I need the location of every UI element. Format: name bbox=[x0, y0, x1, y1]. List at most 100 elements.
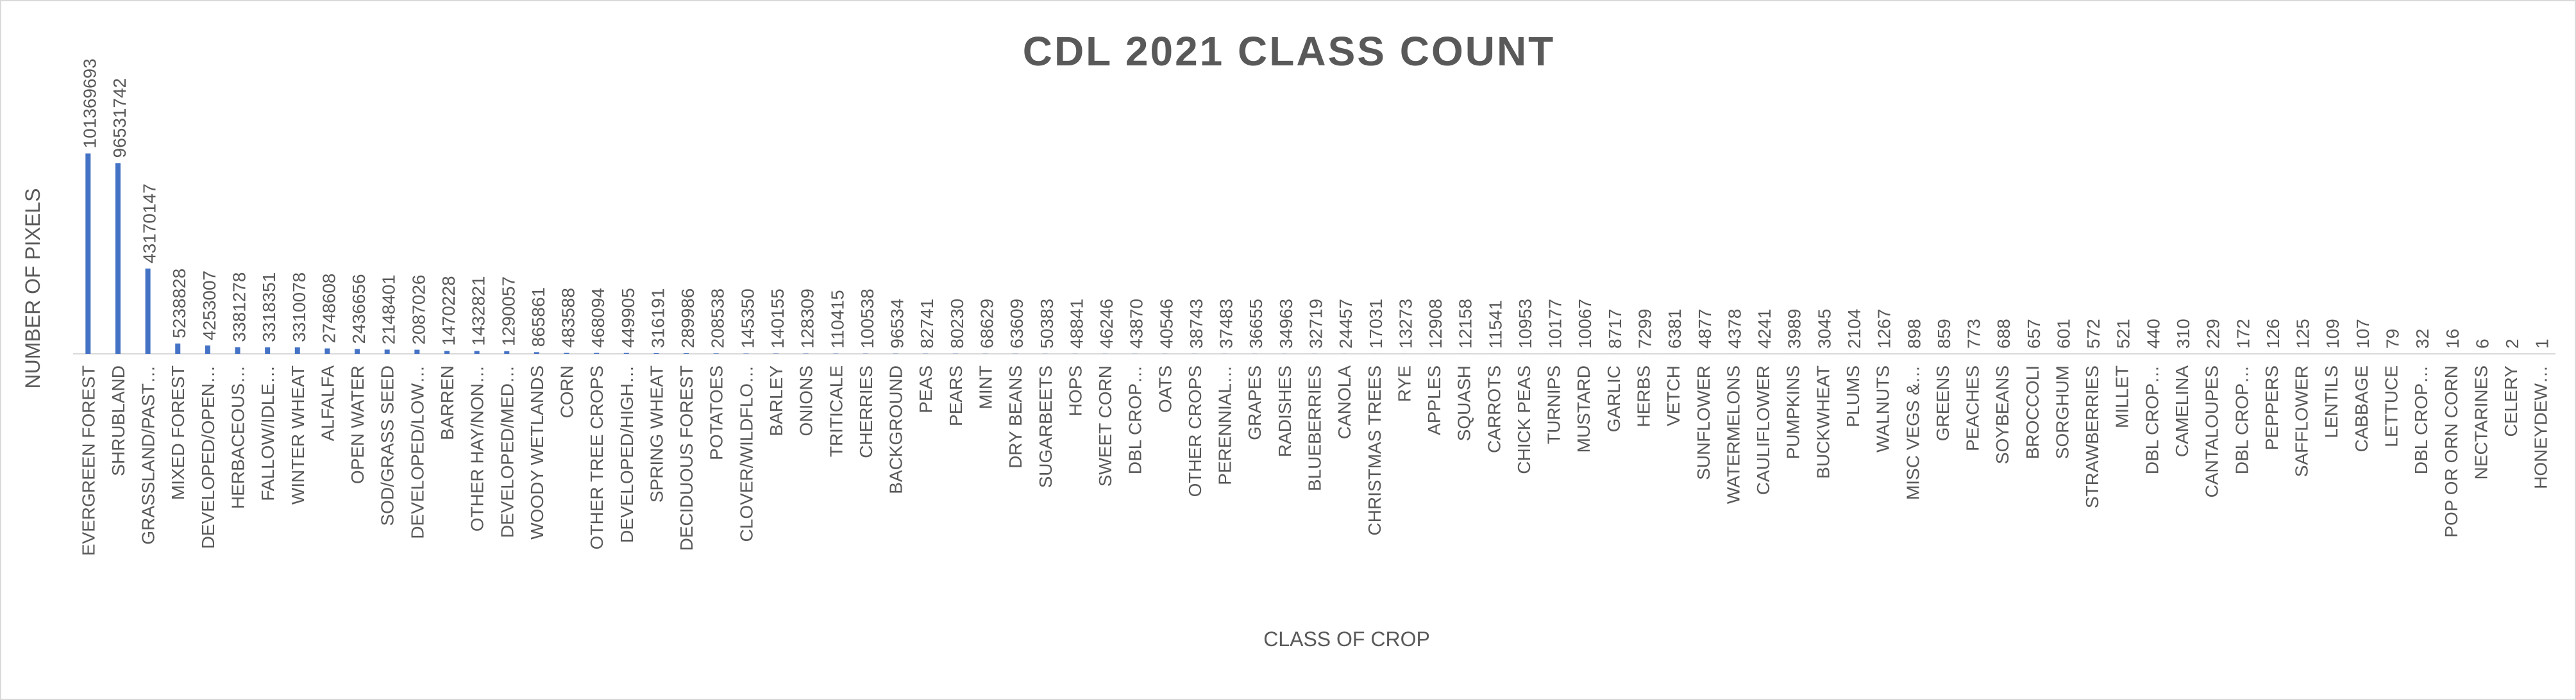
data-label: 12158 bbox=[1456, 299, 1476, 349]
x-tick-label: MIXED FOREST bbox=[168, 365, 188, 500]
data-label: 96534 bbox=[888, 299, 907, 349]
data-label: 100538 bbox=[857, 288, 877, 348]
x-tick-label: DBL CROP… bbox=[2411, 365, 2431, 474]
x-tick-label: CAULIFLOWER bbox=[1753, 365, 1773, 495]
data-label: 24457 bbox=[1336, 299, 1356, 349]
data-label: 16 bbox=[2443, 329, 2462, 349]
x-tick-label: HONEYDEW… bbox=[2531, 365, 2551, 489]
data-label: 140155 bbox=[768, 288, 787, 348]
data-label: 32719 bbox=[1306, 299, 1326, 349]
data-label: 4877 bbox=[1695, 309, 1715, 349]
data-label: 289986 bbox=[678, 288, 698, 348]
data-label: 310 bbox=[2173, 319, 2193, 349]
x-tick-label: DEVELOPED/LOW… bbox=[407, 365, 427, 539]
x-tick-label: BROCCOLI bbox=[2023, 365, 2042, 459]
x-tick-label: PUMPKINS bbox=[1783, 365, 1803, 459]
data-label: 80230 bbox=[947, 299, 967, 349]
x-tick-label: ALFALFA bbox=[317, 365, 337, 442]
data-label: 126 bbox=[2263, 319, 2283, 349]
bar bbox=[623, 353, 629, 354]
x-tick-label: LENTILS bbox=[2321, 365, 2341, 438]
data-label: 43870 bbox=[1127, 299, 1147, 349]
data-label: 3318351 bbox=[259, 272, 279, 342]
data-label: 128309 bbox=[798, 288, 818, 348]
bar bbox=[504, 351, 510, 354]
x-tick-label: SORGHUM bbox=[2052, 365, 2072, 459]
x-tick-label: OTHER CROPS bbox=[1185, 365, 1205, 497]
x-tick-label: WOODY WETLANDS bbox=[527, 365, 547, 540]
bar bbox=[355, 349, 360, 354]
data-label: 483588 bbox=[559, 288, 578, 347]
data-label: 107 bbox=[2353, 319, 2373, 349]
x-tick-label: CELERY bbox=[2501, 365, 2521, 437]
data-label: 601 bbox=[2053, 319, 2073, 349]
bar bbox=[534, 352, 539, 354]
y-axis-title: NUMBER OF PIXELS bbox=[21, 188, 44, 389]
bar bbox=[474, 351, 480, 354]
data-label: 63609 bbox=[1007, 299, 1027, 349]
x-tick-label: CARROTS bbox=[1484, 365, 1504, 453]
x-tick-label: FALLOW/IDLE… bbox=[258, 365, 278, 501]
data-label: 2087026 bbox=[408, 275, 428, 345]
data-label: 13273 bbox=[1395, 299, 1415, 349]
bar bbox=[265, 347, 271, 354]
data-label: 12908 bbox=[1426, 299, 1445, 349]
data-label: 3045 bbox=[1814, 309, 1834, 349]
x-tick-label: BARREN bbox=[437, 365, 457, 440]
data-label: 43170147 bbox=[140, 183, 160, 263]
data-label: 5238828 bbox=[169, 269, 189, 338]
x-tick-label: DBL CROP… bbox=[1125, 365, 1145, 474]
x-tick-label: GRASSLAND/PAST… bbox=[139, 365, 158, 545]
x-tick-label: PEACHES bbox=[1963, 365, 1983, 451]
bar bbox=[85, 153, 91, 354]
data-label: 82741 bbox=[917, 299, 937, 349]
bar bbox=[384, 349, 390, 354]
x-tick-label: CANTALOUPES bbox=[2202, 365, 2222, 497]
x-tick-label: BARLEY bbox=[766, 365, 786, 437]
data-label: 48841 bbox=[1066, 299, 1086, 349]
x-tick-label: RYE bbox=[1394, 365, 1414, 402]
data-label: 1267 bbox=[1874, 309, 1894, 349]
bar bbox=[444, 351, 450, 354]
x-tick-label: HOPS bbox=[1065, 365, 1085, 416]
bar bbox=[713, 353, 719, 354]
data-label: 468094 bbox=[588, 288, 608, 347]
data-label: 1290057 bbox=[498, 276, 518, 346]
x-tick-label: GRAPES bbox=[1245, 365, 1265, 440]
x-tick-label: SPRING WHEAT bbox=[646, 365, 666, 503]
x-tick-label: DBL CROP… bbox=[2142, 365, 2162, 474]
data-label: 865861 bbox=[528, 287, 548, 347]
data-label: 109 bbox=[2323, 319, 2343, 349]
data-label: 316191 bbox=[648, 288, 668, 348]
data-label: 657 bbox=[2024, 319, 2044, 349]
x-tick-label: POP OR ORN CORN bbox=[2441, 365, 2461, 538]
x-tick-label: HERBS bbox=[1634, 365, 1654, 427]
data-label: 34963 bbox=[1276, 299, 1296, 349]
x-tick-label: POTATOES bbox=[707, 365, 727, 460]
x-tick-label: PEARS bbox=[946, 365, 966, 426]
x-tick-label: SQUASH bbox=[1454, 365, 1474, 441]
bar bbox=[145, 268, 151, 354]
data-label: 3310078 bbox=[289, 272, 309, 342]
data-label: 6381 bbox=[1665, 309, 1685, 349]
x-tick-label: DRY BEANS bbox=[1006, 365, 1025, 469]
x-tick-label: DEVELOPED/HIGH… bbox=[617, 365, 637, 543]
x-tick-label: CANOLA bbox=[1334, 365, 1354, 439]
x-tick-label: MUSTARD bbox=[1574, 365, 1594, 453]
x-tick-label: OTHER TREE CROPS bbox=[587, 365, 607, 549]
data-label: 3381278 bbox=[230, 272, 249, 342]
bar bbox=[115, 163, 121, 354]
bar bbox=[684, 353, 689, 354]
data-label: 79 bbox=[2382, 329, 2402, 349]
x-tick-label: DEVELOPED/OPEN… bbox=[198, 365, 218, 549]
x-tick-label: SUGARBEETS bbox=[1036, 365, 1056, 488]
data-label: 10067 bbox=[1575, 299, 1595, 349]
x-tick-label: SOYBEANS bbox=[1992, 365, 2012, 464]
x-tick-label: PLUMS bbox=[1843, 365, 1863, 427]
x-tick-label: LETTUCE bbox=[2381, 365, 2401, 447]
data-label: 2 bbox=[2502, 338, 2522, 349]
data-label: 2436656 bbox=[349, 274, 369, 344]
data-label: 37483 bbox=[1216, 299, 1236, 349]
x-tick-label: APPLES bbox=[1424, 365, 1444, 435]
data-label: 172 bbox=[2233, 319, 2253, 349]
